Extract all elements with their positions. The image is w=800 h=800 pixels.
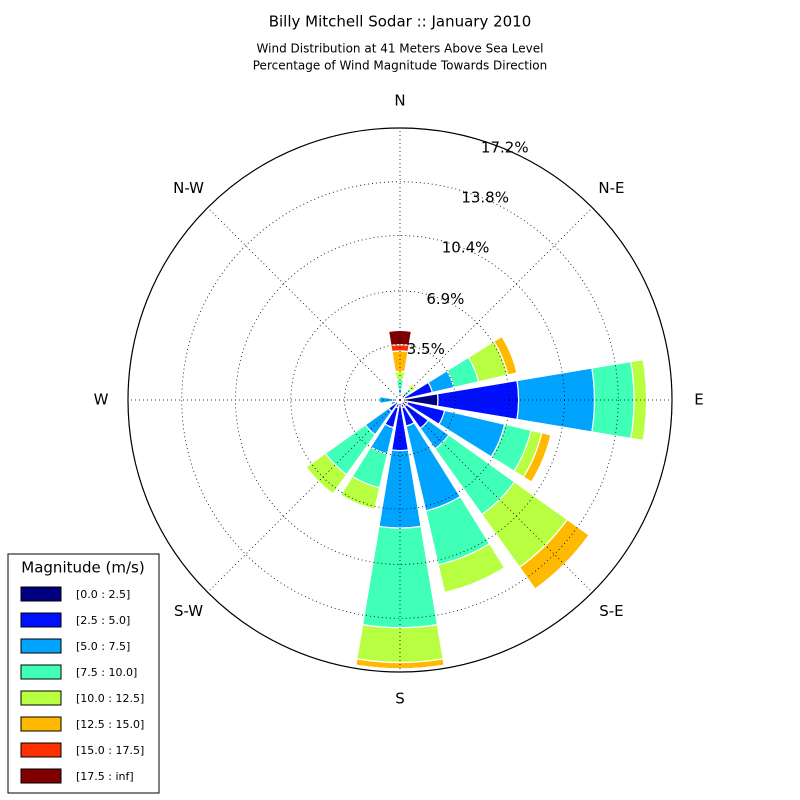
bar-segment: [388, 402, 392, 407]
direction-label: N: [394, 92, 405, 110]
legend-title: Magnitude (m/s): [21, 559, 144, 577]
direction-label: N-W: [173, 179, 204, 197]
legend-swatch: [20, 690, 62, 706]
legend-label: [2.5 : 5.0]: [76, 614, 130, 627]
r-tick-label: 3.5%: [407, 340, 445, 358]
direction-label: S: [395, 690, 405, 708]
direction-label: N-E: [598, 179, 624, 197]
bar-segment: [530, 434, 552, 483]
legend-label: [15.0 : 17.5]: [76, 744, 144, 757]
bar-segment: [396, 393, 399, 396]
direction-label: S-E: [599, 602, 623, 620]
bar-segment: [393, 396, 396, 399]
legend-label: [10.0 : 12.5]: [76, 692, 144, 705]
r-tick-label: 17.2%: [481, 138, 529, 156]
legend-swatch: [20, 586, 62, 602]
grid-ring: [290, 290, 510, 510]
legend-label: [7.5 : 10.0]: [76, 666, 137, 679]
chart-subtitle: Wind Distribution at 41 Meters Above Sea…: [257, 42, 544, 56]
legend-swatch: [20, 742, 62, 758]
grid-spoke: [399, 399, 593, 593]
legend-label: [5.0 : 7.5]: [76, 640, 130, 653]
direction-label: E: [694, 391, 703, 409]
legend-label: [17.5 : inf]: [76, 770, 134, 783]
legend-swatch: [20, 716, 62, 732]
r-tick-label: 13.8%: [461, 188, 509, 206]
plot-frame: [127, 127, 673, 673]
legend: Magnitude (m/s) [0.0 : 2.5] [2.5 : 5.0] [5.…: [7, 553, 160, 794]
bar-segment: [411, 382, 418, 389]
legend-swatch: [20, 664, 62, 680]
grid-ring: [181, 181, 619, 619]
direction-label: S-W: [174, 602, 203, 620]
grid-spoke: [399, 207, 593, 401]
r-tick-label: 6.9%: [426, 290, 464, 308]
legend-label: [0.0 : 2.5]: [76, 588, 130, 601]
bar-segment: [391, 350, 409, 373]
bar-segment: [387, 329, 413, 347]
grid-spoke: [207, 399, 401, 593]
direction-label: W: [94, 391, 109, 409]
chart-title: Billy Mitchell Sodar :: January 2010: [269, 13, 532, 31]
r-tick-label: 10.4%: [442, 239, 490, 257]
chart-subtitle: Percentage of Wind Magnitude Towards Dir…: [253, 59, 547, 73]
grid-ring: [344, 344, 456, 456]
legend-swatch: [20, 768, 62, 784]
legend-swatch: [20, 638, 62, 654]
grid-spoke: [207, 207, 401, 401]
legend-swatch: [20, 612, 62, 628]
legend-label: [12.5 : 15.0]: [76, 718, 144, 731]
